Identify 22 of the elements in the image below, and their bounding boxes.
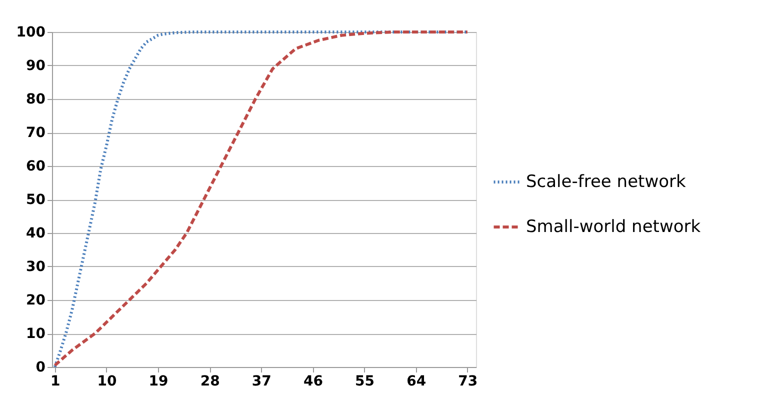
x-tick-label: 10 xyxy=(97,374,117,390)
legend-label: Small-world network xyxy=(526,217,701,237)
x-tick-label: 28 xyxy=(200,374,220,390)
x-tick-label: 55 xyxy=(355,374,375,390)
y-tick-label: 70 xyxy=(26,125,46,141)
y-tick-label: 100 xyxy=(16,24,46,40)
x-tick-label: 37 xyxy=(252,374,272,390)
y-tick-label: 10 xyxy=(26,326,46,342)
x-tick-label: 64 xyxy=(406,374,426,390)
y-tick-label: 60 xyxy=(26,158,46,174)
y-tick-label: 0 xyxy=(36,360,46,376)
y-tick-label: 20 xyxy=(26,292,46,308)
y-tick-label: 80 xyxy=(26,92,46,108)
y-tick-label: 50 xyxy=(26,192,46,208)
x-tick-label: 46 xyxy=(303,374,323,390)
x-tick-label: 73 xyxy=(458,374,478,390)
y-tick-label: 90 xyxy=(26,58,46,74)
x-tick-label: 1 xyxy=(50,374,60,390)
y-tick-label: 30 xyxy=(26,259,46,275)
x-tick-label: 19 xyxy=(148,374,168,390)
y-tick-label: 40 xyxy=(26,226,46,242)
legend-label: Scale-free network xyxy=(526,172,686,192)
